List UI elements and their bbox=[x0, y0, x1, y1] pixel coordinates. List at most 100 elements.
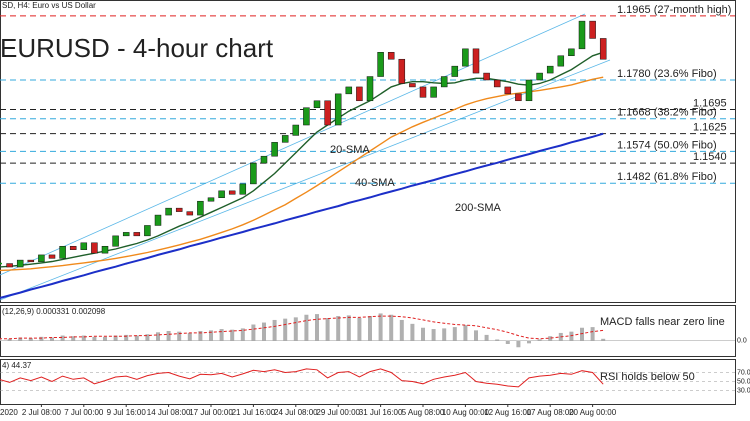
candle bbox=[578, 20, 586, 50]
x-tick-label: 24 Jul 08:00 bbox=[274, 408, 318, 417]
channel-line bbox=[0, 13, 586, 276]
candle bbox=[292, 124, 300, 136]
macd-bar bbox=[421, 327, 425, 341]
candle bbox=[228, 190, 236, 195]
macd-bar bbox=[516, 340, 521, 348]
candle bbox=[557, 55, 565, 67]
macd-bar bbox=[389, 314, 394, 341]
macd-bar bbox=[431, 329, 436, 341]
candle bbox=[27, 259, 35, 263]
macd-panel bbox=[0, 305, 736, 357]
candle bbox=[186, 211, 194, 216]
candle bbox=[493, 79, 501, 88]
macd-bar bbox=[601, 338, 606, 341]
macd-bar bbox=[474, 330, 478, 341]
macd-bar bbox=[357, 318, 362, 341]
x-tick-label: 12 Aug 16:00 bbox=[484, 408, 532, 417]
macd-annotation: MACD falls near zero line bbox=[600, 316, 725, 328]
candle bbox=[133, 232, 141, 237]
y-tick-label: 0.0 bbox=[737, 338, 747, 345]
candle bbox=[462, 48, 469, 67]
macd-bar bbox=[198, 331, 203, 341]
candle bbox=[313, 100, 321, 108]
x-tick-label: 21 Jul 16:00 bbox=[232, 408, 276, 417]
candle bbox=[599, 38, 607, 60]
macd-bar bbox=[60, 335, 65, 341]
x-tick-label: 17 Aug 08:00 bbox=[527, 408, 575, 417]
macd-bar bbox=[442, 328, 447, 341]
macd-bar bbox=[230, 329, 235, 341]
macd-bar bbox=[452, 327, 457, 341]
candle bbox=[525, 79, 533, 102]
candle bbox=[122, 232, 130, 237]
macd-bar bbox=[495, 339, 500, 341]
candle bbox=[154, 214, 162, 226]
candle bbox=[568, 48, 575, 57]
candle bbox=[303, 107, 310, 126]
macd-bar bbox=[463, 325, 468, 341]
candle bbox=[472, 48, 480, 74]
x-tick-label: 2 Jul 08:00 bbox=[22, 408, 62, 417]
macd-bar bbox=[304, 314, 309, 341]
macd-bar bbox=[145, 334, 150, 341]
x-tick-label: 2020 bbox=[0, 408, 18, 417]
candle bbox=[69, 245, 77, 250]
candle bbox=[398, 58, 406, 84]
candle bbox=[366, 76, 374, 102]
candle bbox=[409, 83, 416, 88]
rsi-legend: 4) 44.37 bbox=[2, 361, 32, 370]
macd-bar bbox=[590, 327, 595, 341]
candle bbox=[197, 200, 204, 216]
macd-bar bbox=[537, 339, 542, 341]
sma-label: 40-SMA bbox=[355, 177, 395, 189]
level-label: 1.1540 bbox=[693, 151, 727, 163]
macd-bar bbox=[378, 313, 383, 341]
candle bbox=[6, 263, 13, 268]
candle bbox=[260, 155, 268, 164]
macd-bar bbox=[399, 319, 404, 341]
candle bbox=[345, 86, 353, 95]
macd-bar bbox=[527, 340, 531, 344]
candle bbox=[536, 72, 543, 81]
candle bbox=[218, 190, 225, 199]
candle bbox=[59, 245, 66, 259]
signal-line bbox=[0, 315, 604, 340]
sma-line bbox=[0, 132, 604, 299]
macd-bar bbox=[39, 336, 44, 341]
candle bbox=[165, 207, 172, 216]
chart-title: EURUSD - 4-hour chart bbox=[0, 33, 274, 63]
candle bbox=[324, 100, 331, 126]
candle bbox=[112, 235, 119, 247]
macd-bar bbox=[166, 331, 171, 341]
level-label: 1.1668 (38.2% Fibo) bbox=[617, 107, 717, 119]
candle bbox=[91, 242, 98, 254]
macd-bar bbox=[336, 316, 341, 341]
y-tick-label: 70.0 bbox=[737, 369, 750, 376]
candle bbox=[451, 65, 459, 77]
macd-bar bbox=[50, 337, 54, 341]
rsi-panel bbox=[0, 359, 736, 405]
level-label: 1.1695 bbox=[693, 97, 727, 109]
macd-bar bbox=[283, 318, 288, 341]
macd-bar bbox=[368, 316, 372, 341]
candle bbox=[16, 259, 24, 268]
candle bbox=[504, 86, 512, 95]
candle bbox=[38, 254, 45, 263]
candle bbox=[144, 225, 151, 237]
macd-bar bbox=[262, 322, 266, 341]
candle bbox=[334, 93, 342, 126]
sma-label: 20-SMA bbox=[330, 144, 370, 156]
candle bbox=[281, 135, 289, 143]
macd-bar bbox=[240, 328, 245, 341]
macd-bar bbox=[209, 330, 213, 341]
macd-bar bbox=[219, 329, 224, 341]
x-tick-label: 29 Jul 00:00 bbox=[316, 408, 360, 417]
macd-bar bbox=[71, 336, 76, 341]
candle bbox=[377, 52, 384, 77]
level-label: 1.1574 (50.0% Fibo) bbox=[617, 139, 717, 151]
macd-bar bbox=[315, 314, 319, 341]
macd-bar bbox=[156, 332, 160, 341]
macd-bar bbox=[325, 318, 330, 341]
macd-bar bbox=[346, 315, 351, 341]
x-tick-label: 7 Jul 00:00 bbox=[64, 408, 104, 417]
